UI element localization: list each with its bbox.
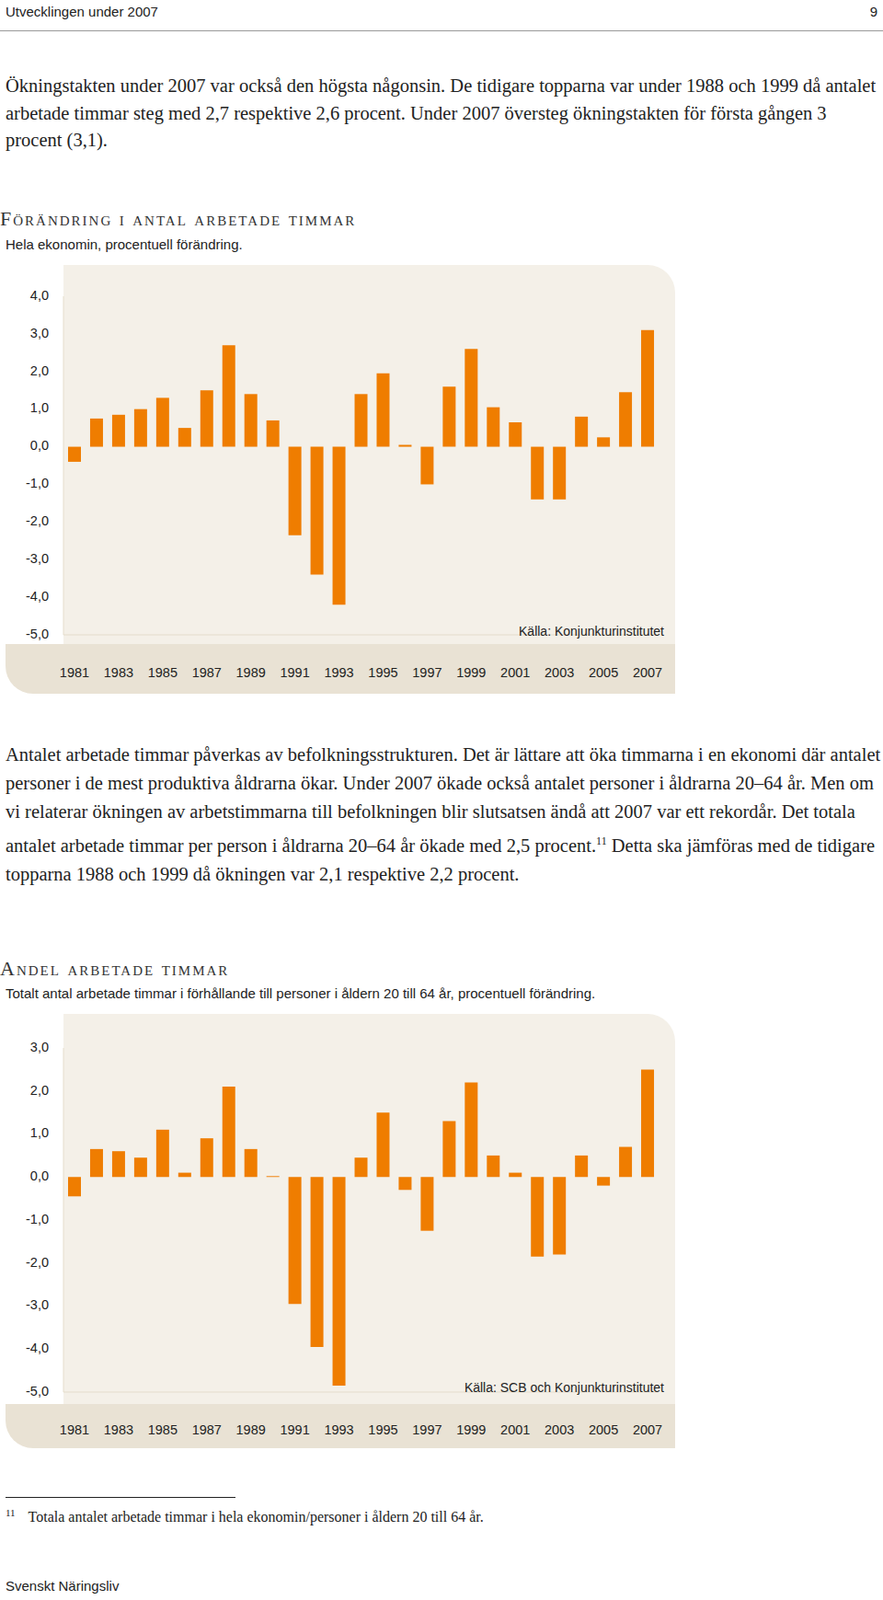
html-text:Hela ekonomin, procentuell för: Hela ekonomin, procentuell förändring. [5, 236, 243, 253]
svg-text:-4,0: -4,0 [25, 1340, 49, 1355]
html-text:11: 11 [5, 1506, 16, 1518]
svg-text:2007: 2007 [632, 1421, 663, 1437]
svg-text:2,0: 2,0 [30, 363, 49, 379]
svg-text:1989: 1989 [236, 1421, 266, 1437]
svg-text:1993: 1993 [323, 1421, 354, 1437]
svg-text:1981: 1981 [59, 665, 90, 680]
svg-text:1997: 1997 [412, 1421, 442, 1437]
svg-text:-1,0: -1,0 [25, 1211, 49, 1227]
svg-text:1991: 1991 [279, 1421, 310, 1437]
svg-text:1991: 1991 [279, 665, 310, 680]
svg-text:0,0: 0,0 [30, 437, 49, 453]
svg-text:-3,0: -3,0 [25, 1296, 49, 1312]
svg-text:1999: 1999 [456, 665, 486, 680]
svg-text:-4,0: -4,0 [25, 588, 49, 604]
svg-text:2007: 2007 [632, 665, 663, 680]
html-text:Ökningstakten under 2007 var o: Ökningstakten under 2007 var också den h… [5, 75, 876, 150]
svg-text:1983: 1983 [103, 1421, 134, 1437]
svg-text:1,0: 1,0 [30, 1124, 49, 1140]
svg-text:-5,0: -5,0 [25, 1383, 49, 1399]
svg-text:1993: 1993 [323, 665, 354, 680]
svg-text:1985: 1985 [148, 1421, 178, 1437]
svg-text:3,0: 3,0 [30, 325, 49, 341]
svg-text:0,0: 0,0 [30, 1168, 49, 1183]
svg-text:-1,0: -1,0 [25, 475, 49, 491]
html-text:Utvecklingen under 2007: Utvecklingen under 2007 [5, 3, 159, 20]
svg-text:1999: 1999 [456, 1421, 486, 1437]
html-text:Källa: SCB och Konjunkturinsti: Källa: SCB och Konjunkturinstitutet [464, 1379, 665, 1395]
svg-text:-2,0: -2,0 [25, 513, 49, 528]
html-text:Totala antalet arbetade timmar: Totala antalet arbetade timmar i hela ek… [28, 1508, 484, 1525]
svg-text:3,0: 3,0 [30, 1039, 49, 1055]
html-text:Förändring i antal arbetade ti: Förändring i antal arbetade timmar [0, 206, 357, 230]
svg-text:2003: 2003 [544, 1421, 574, 1437]
svg-text:2,0: 2,0 [30, 1082, 49, 1098]
svg-text:1,0: 1,0 [30, 400, 49, 415]
svg-text:-3,0: -3,0 [25, 550, 49, 566]
svg-text:1985: 1985 [148, 665, 178, 680]
svg-text:1989: 1989 [236, 665, 266, 680]
svg-text:1983: 1983 [103, 665, 134, 680]
html-text:Källa: Konjunkturinstitutet: Källa: Konjunkturinstitutet [518, 623, 665, 639]
svg-text:1987: 1987 [192, 1421, 222, 1437]
html-text:Totalt antal arbetade timmar i: Totalt antal arbetade timmar i förhållan… [5, 985, 596, 1001]
svg-text:1995: 1995 [367, 665, 398, 680]
html-text:Antalet arbetade timmar påverk: Antalet arbetade timmar påverkas av befo… [5, 744, 881, 884]
html-text:Andel arbetade timmar: Andel arbetade timmar [0, 956, 230, 980]
svg-text:-5,0: -5,0 [25, 626, 49, 642]
svg-text:1997: 1997 [412, 665, 442, 680]
svg-text:2005: 2005 [588, 665, 619, 680]
html-text:9: 9 [869, 3, 878, 20]
svg-text:1995: 1995 [367, 1421, 398, 1437]
svg-text:2001: 2001 [500, 665, 530, 680]
svg-text:2001: 2001 [500, 1421, 530, 1437]
svg-text:1987: 1987 [192, 665, 222, 680]
svg-text:4,0: 4,0 [30, 287, 49, 303]
svg-text:2005: 2005 [588, 1421, 619, 1437]
svg-text:2003: 2003 [544, 665, 574, 680]
svg-text:-2,0: -2,0 [25, 1254, 49, 1270]
html-text:Svenskt Näringsliv: Svenskt Näringsliv [5, 1577, 120, 1594]
svg-text:1981: 1981 [59, 1421, 90, 1437]
